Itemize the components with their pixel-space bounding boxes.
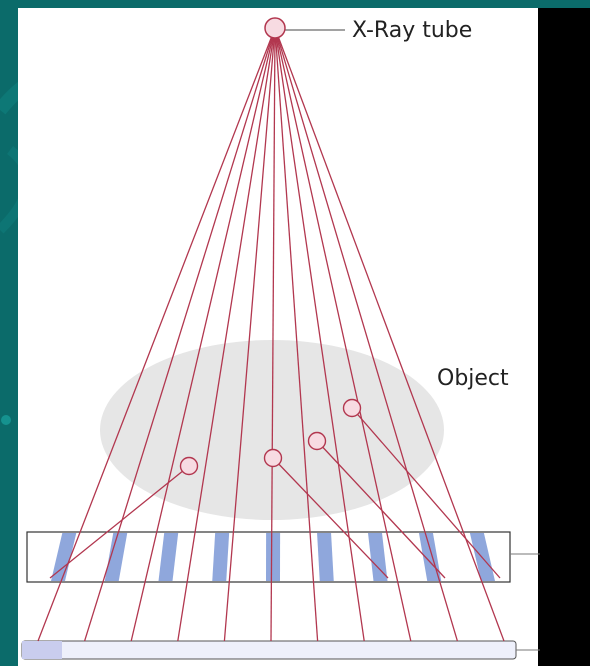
black-side-panel [538,8,590,666]
primary-rays [37,27,505,642]
primary-ray [274,27,412,642]
primary-ray [130,27,276,642]
primary-ray [270,27,276,642]
scattered-ray [272,457,389,579]
primary-ray [274,27,365,642]
antiscatter-grid-strips [51,533,495,581]
scatter-point-icon [307,431,327,451]
primary-ray [223,27,276,642]
scatter-point-icon [342,398,362,418]
xray-tube-label: X-Ray tube [352,18,472,43]
primary-ray [274,27,505,642]
grid-strip [158,533,179,581]
grid-strip [368,533,388,581]
primary-ray [274,27,319,642]
grid-strip [212,533,230,581]
grid-strip [266,533,281,581]
scatter-point-icon [179,456,199,476]
scattered-ray [351,407,501,579]
scattered-ray [316,440,446,579]
object-label: Object [437,366,509,391]
scattered-rays [49,398,501,579]
grid-strip [317,533,334,581]
primary-ray [177,27,276,642]
detector-bar [21,640,517,660]
primary-ray [83,27,276,642]
primary-ray [37,27,276,642]
scatter-point-icon [263,448,283,468]
xray-tube-icon [264,17,286,39]
primary-ray [274,27,459,642]
grid-strip [104,533,128,581]
grid-strip [51,533,77,581]
antiscatter-grid [26,531,511,583]
scattered-ray [49,465,190,579]
detector-bar-shade [22,641,62,659]
